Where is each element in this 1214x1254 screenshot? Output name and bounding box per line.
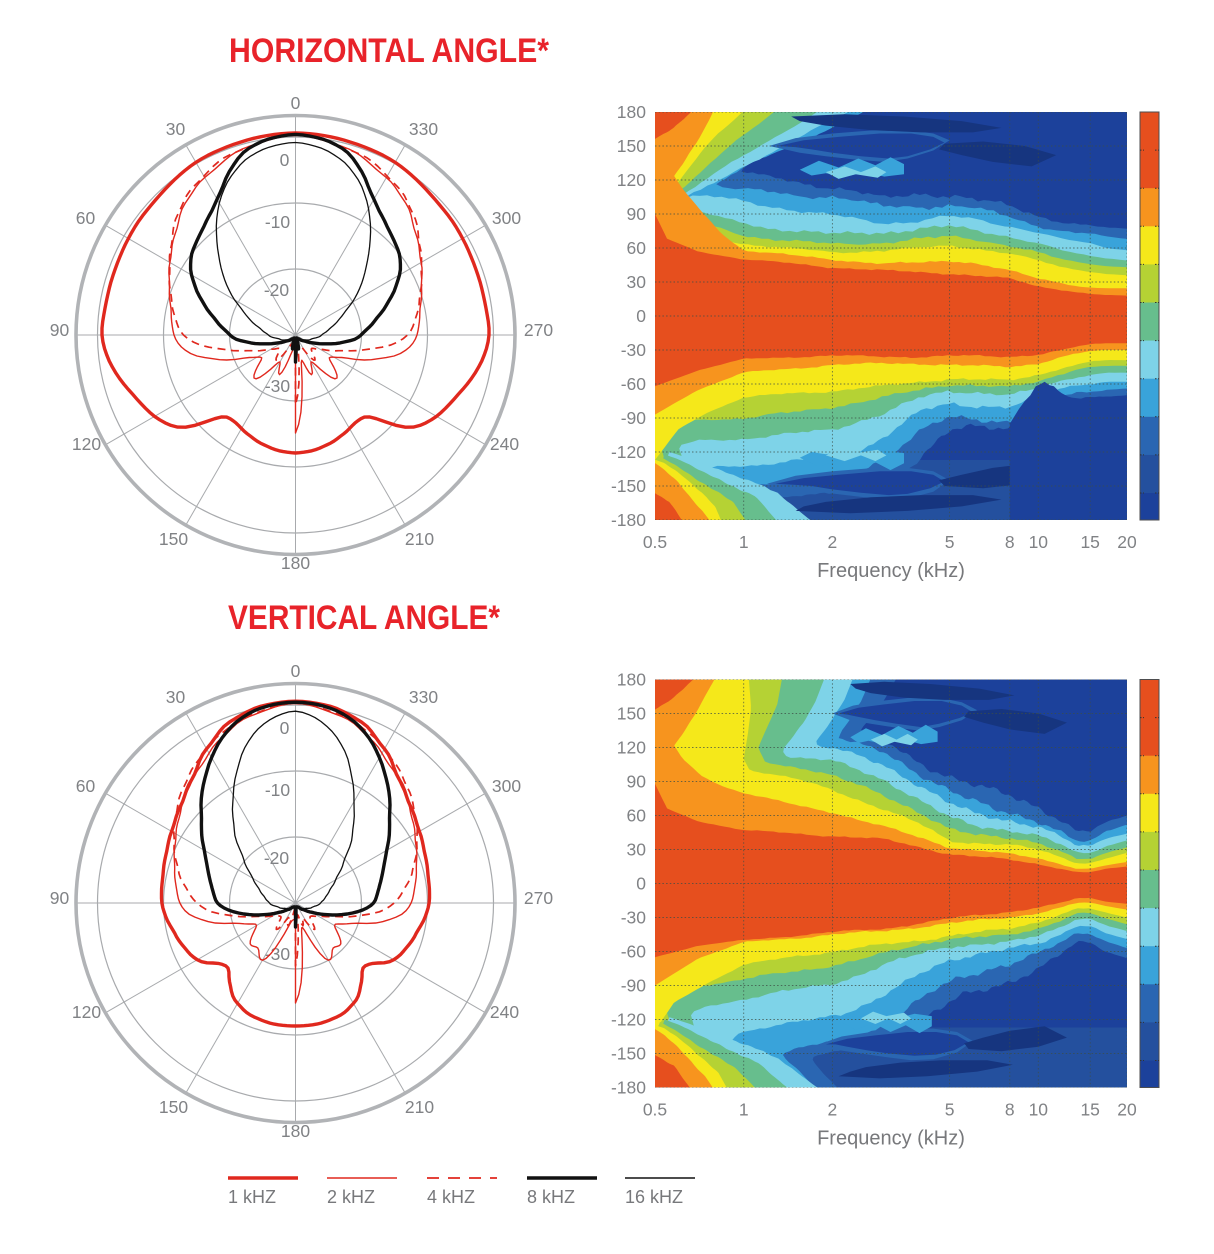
svg-text:Frequency (kHz): Frequency (kHz) [817, 560, 965, 582]
svg-text:8: 8 [1005, 532, 1015, 552]
svg-text:90: 90 [627, 772, 647, 792]
svg-text:0: 0 [280, 718, 290, 738]
svg-text:1: 1 [739, 532, 749, 552]
svg-text:30: 30 [627, 840, 647, 860]
svg-text:60: 60 [627, 238, 647, 258]
svg-text:0: 0 [291, 661, 301, 681]
svg-text:0: 0 [636, 306, 646, 326]
svg-text:-60: -60 [621, 942, 647, 962]
svg-text:150: 150 [617, 704, 646, 724]
svg-text:-30: -30 [621, 340, 647, 360]
svg-text:2: 2 [828, 532, 838, 552]
svg-text:16 kHZ: 16 kHZ [625, 1187, 683, 1207]
svg-text:-30: -30 [265, 944, 291, 964]
svg-text:-30: -30 [621, 908, 647, 928]
svg-text:300: 300 [492, 208, 521, 228]
svg-text:30: 30 [166, 119, 186, 139]
svg-text:HORIZONTAL ANGLE*: HORIZONTAL ANGLE* [229, 32, 550, 70]
svg-text:-30: -30 [265, 376, 291, 396]
svg-text:150: 150 [617, 136, 646, 156]
svg-text:120: 120 [617, 170, 646, 190]
svg-text:150: 150 [159, 529, 188, 549]
svg-text:90: 90 [50, 888, 70, 908]
svg-text:0: 0 [280, 150, 290, 170]
svg-text:90: 90 [50, 320, 70, 340]
svg-text:180: 180 [281, 1121, 310, 1141]
svg-text:2 kHZ: 2 kHZ [327, 1187, 375, 1207]
svg-text:8: 8 [1005, 1100, 1015, 1120]
svg-text:1 kHZ: 1 kHZ [228, 1187, 276, 1207]
svg-text:10: 10 [1029, 1100, 1049, 1120]
svg-text:4 kHZ: 4 kHZ [427, 1187, 475, 1207]
svg-text:Frequency (kHz): Frequency (kHz) [817, 1128, 965, 1150]
svg-text:180: 180 [617, 670, 646, 690]
svg-text:10: 10 [1029, 532, 1049, 552]
svg-text:-150: -150 [611, 476, 646, 496]
svg-text:180: 180 [617, 102, 646, 122]
svg-text:120: 120 [72, 434, 101, 454]
svg-text:-20: -20 [264, 848, 290, 868]
svg-text:20: 20 [1117, 532, 1137, 552]
svg-text:60: 60 [76, 776, 96, 796]
svg-text:90: 90 [627, 204, 647, 224]
svg-text:30: 30 [627, 272, 647, 292]
svg-text:2: 2 [828, 1100, 838, 1120]
svg-text:15: 15 [1080, 1100, 1099, 1120]
svg-text:120: 120 [617, 738, 646, 758]
svg-text:120: 120 [72, 1002, 101, 1022]
svg-text:-180: -180 [611, 1078, 646, 1098]
svg-text:-60: -60 [621, 374, 647, 394]
svg-text:60: 60 [627, 806, 647, 826]
svg-text:-90: -90 [621, 408, 647, 428]
svg-text:330: 330 [409, 119, 438, 139]
svg-text:-150: -150 [611, 1044, 646, 1064]
svg-text:30: 30 [166, 687, 186, 707]
svg-text:180: 180 [281, 553, 310, 573]
svg-text:15: 15 [1080, 532, 1099, 552]
svg-text:-180: -180 [611, 510, 646, 530]
svg-text:210: 210 [405, 1097, 434, 1117]
svg-text:1: 1 [739, 1100, 749, 1120]
svg-text:300: 300 [492, 776, 521, 796]
svg-text:-20: -20 [264, 280, 290, 300]
svg-text:60: 60 [76, 208, 96, 228]
svg-text:0.5: 0.5 [643, 1100, 667, 1120]
svg-text:210: 210 [405, 529, 434, 549]
svg-text:330: 330 [409, 687, 438, 707]
svg-text:240: 240 [490, 434, 519, 454]
svg-text:0.5: 0.5 [643, 532, 667, 552]
svg-text:8 kHZ: 8 kHZ [527, 1187, 575, 1207]
svg-text:0: 0 [291, 93, 301, 113]
svg-text:-120: -120 [611, 442, 646, 462]
svg-text:-10: -10 [265, 212, 291, 232]
svg-text:270: 270 [524, 888, 553, 908]
svg-text:20: 20 [1117, 1100, 1137, 1120]
svg-text:240: 240 [490, 1002, 519, 1022]
svg-text:5: 5 [945, 532, 955, 552]
svg-text:-90: -90 [621, 976, 647, 996]
svg-text:VERTICAL ANGLE*: VERTICAL ANGLE* [228, 599, 501, 637]
svg-text:270: 270 [524, 320, 553, 340]
svg-text:0: 0 [636, 874, 646, 894]
svg-text:5: 5 [945, 1100, 955, 1120]
svg-text:-120: -120 [611, 1010, 646, 1030]
svg-text:150: 150 [159, 1097, 188, 1117]
svg-text:-10: -10 [265, 780, 291, 800]
